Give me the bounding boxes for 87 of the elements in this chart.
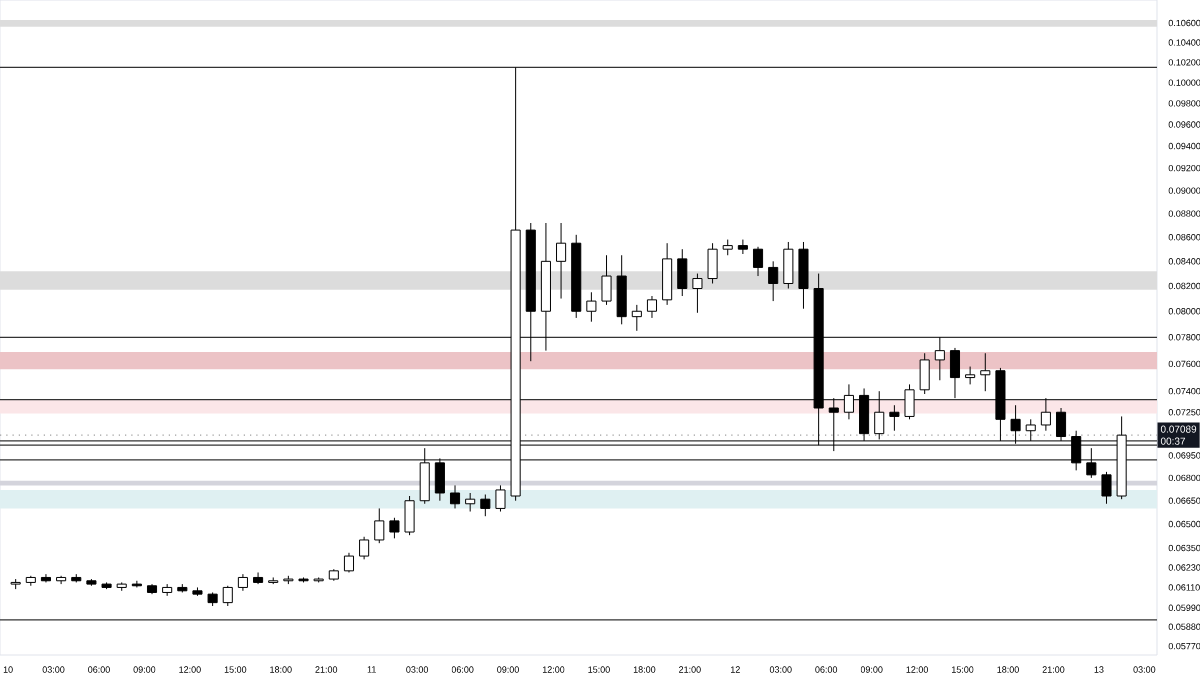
candlestick <box>631 304 642 332</box>
y-tick-label: 0.08600 <box>1168 234 1200 241</box>
candlestick <box>752 246 764 277</box>
candlestick <box>768 260 779 302</box>
y-tick-label: 0.10600 <box>1168 19 1200 27</box>
y-tick-label: 0.06350 <box>1168 544 1200 552</box>
y-tick-label: 0.08200 <box>1168 282 1200 290</box>
candlestick <box>586 291 597 323</box>
candlestick <box>889 404 900 432</box>
candlestick <box>449 484 461 509</box>
x-tick-label: 06:00 <box>815 666 838 673</box>
y-tick-label: 0.10000 <box>1168 79 1200 86</box>
x-tick-label: 12 <box>731 666 740 673</box>
x-tick-label: 03:00 <box>1133 666 1156 673</box>
candlestick <box>1040 397 1051 432</box>
candlestick <box>389 517 400 539</box>
x-tick-label: 18:00 <box>997 666 1019 673</box>
x-tick-label: 21:00 <box>315 666 338 673</box>
y-tick-label: 0.07250 <box>1168 409 1200 416</box>
candlestick <box>343 552 355 573</box>
x-tick-label: 13 <box>1094 666 1104 673</box>
candlestick <box>374 507 385 544</box>
y-tick-label: 0.05770 <box>1168 642 1200 650</box>
x-tick-label: 21:00 <box>1042 666 1065 673</box>
y-tick-label: 0.09800 <box>1168 100 1200 107</box>
x-tick-label: 15:00 <box>224 666 247 673</box>
x-tick-label: 09:00 <box>860 666 883 673</box>
candlestick <box>359 536 370 560</box>
candlestick <box>1025 418 1036 442</box>
candlestick <box>480 494 491 517</box>
candlestick <box>965 366 976 385</box>
candlestick <box>692 273 703 314</box>
x-tick-label: 12:00 <box>179 666 201 673</box>
x-tick-label: 12:00 <box>906 666 929 673</box>
y-tick-label: 0.06650 <box>1168 497 1200 504</box>
candlestick <box>828 397 839 452</box>
x-tick-label: 18:00 <box>633 666 656 673</box>
y-tick-label: 0.06110 <box>1168 584 1200 591</box>
candlestick <box>843 383 854 420</box>
y-tick-label: 0.09600 <box>1168 121 1200 128</box>
candlestick <box>980 352 991 392</box>
y-tick-label: 0.05880 <box>1168 623 1200 630</box>
candlestick <box>495 484 506 513</box>
y-tick-label: 0.07800 <box>1168 334 1200 341</box>
x-tick-label: 06:00 <box>451 666 474 673</box>
candlestick <box>1101 471 1112 505</box>
x-tick-label: 10 <box>3 666 13 673</box>
y-tick-label: 0.05990 <box>1168 604 1200 611</box>
y-tick-label: 0.09200 <box>1168 164 1200 172</box>
y-tick-label: 0.08800 <box>1168 210 1200 217</box>
candlestick <box>253 571 264 585</box>
y-tick-label: 0.08400 <box>1168 258 1200 265</box>
candlestick <box>222 585 233 607</box>
y-tick-label: 0.06500 <box>1168 520 1200 528</box>
y-tick-label: 0.06800 <box>1168 474 1200 482</box>
x-tick-label: 03:00 <box>769 666 792 673</box>
y-tick-label: 0.07600 <box>1168 360 1200 368</box>
y-tick-label: 0.10200 <box>1168 59 1200 66</box>
candlestick <box>40 573 52 583</box>
x-tick-label: 15:00 <box>952 666 974 673</box>
ref-line-label: 0.07089 <box>1160 425 1197 433</box>
candlestick <box>737 239 748 255</box>
x-tick-label: 09:00 <box>133 666 156 673</box>
x-tick-label: 03:00 <box>42 666 65 673</box>
candlestick <box>56 575 67 585</box>
x-tick-label: 18:00 <box>270 666 292 673</box>
x-tick-label: 21:00 <box>679 666 701 673</box>
x-tick-label: 15:00 <box>588 666 610 673</box>
y-tick-label: 0.09000 <box>1168 187 1200 194</box>
x-tick-label: 09:00 <box>497 666 519 673</box>
candlestick <box>646 295 658 319</box>
candlestick <box>556 222 567 300</box>
x-tick-label: 12:00 <box>542 666 565 673</box>
candlestick <box>934 336 945 381</box>
candlestick <box>1010 404 1021 445</box>
y-tick-label: 0.10400 <box>1168 39 1200 46</box>
y-tick-label: 0.08000 <box>1168 308 1200 315</box>
x-tick-label: 06:00 <box>88 666 110 673</box>
candlestick <box>1086 447 1097 479</box>
x-tick-label: 11 <box>367 666 376 673</box>
text: 00:37 <box>1160 437 1186 445</box>
candlestick <box>874 390 885 440</box>
x-tick-label: 03:00 <box>406 666 429 673</box>
y-tick-label: 0.06950 <box>1168 452 1200 459</box>
y-tick-label: 0.07400 <box>1168 387 1200 395</box>
y-tick-label: 0.09400 <box>1168 142 1200 150</box>
y-tick-label: 0.06230 <box>1168 564 1200 571</box>
